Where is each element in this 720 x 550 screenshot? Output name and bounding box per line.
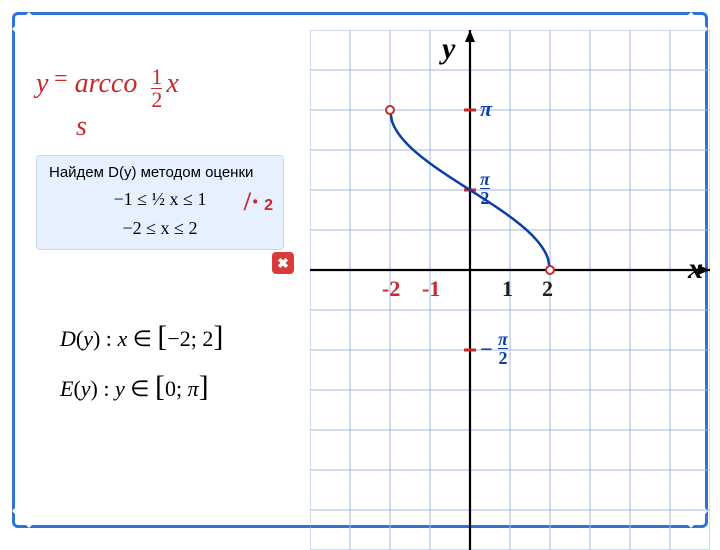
callout-ineq2: −2 ≤ x ≤ 2 xyxy=(123,218,198,238)
y-tick-label: − π2 xyxy=(480,330,508,367)
formula-frac-den: 2 xyxy=(151,88,162,111)
x-tick-label: -2 xyxy=(382,276,400,302)
y-tick-label: π xyxy=(480,96,492,122)
callout-annot-value: 2 xyxy=(264,197,273,214)
close-button[interactable]: ✖ xyxy=(272,252,294,274)
x-tick-label: 1 xyxy=(502,276,513,302)
x-axis-label: x xyxy=(688,252,703,286)
domain-expression: D(y) : x ∈ [−2; 2] xyxy=(60,320,223,354)
callout-ineq1: −1 ≤ ½ x ≤ 1 xyxy=(114,189,207,209)
callout-box: Найдем D(y) методом оценки −1 ≤ ½ x ≤ 1 … xyxy=(36,155,284,250)
formula-func2: s xyxy=(36,111,87,142)
close-icon: ✖ xyxy=(277,255,289,271)
y-tick-label: π2 xyxy=(480,170,490,207)
frame-corner xyxy=(12,12,46,46)
formula-arg: x xyxy=(166,68,178,99)
formula-frac-num: 1 xyxy=(151,66,162,88)
formula-func: аrcco xyxy=(75,68,138,99)
x-tick-label: 2 xyxy=(542,276,553,302)
formula-lhs: y xyxy=(36,68,48,99)
y-axis-label: y xyxy=(442,32,455,66)
range-expression: E(y) : y ∈ [0; π] xyxy=(60,370,209,404)
frame-corner xyxy=(12,494,46,528)
x-tick-label: -1 xyxy=(422,276,440,302)
callout-title: Найдем D(y) методом оценки xyxy=(49,164,271,181)
main-formula: y = аrcco 1 2 x s xyxy=(36,66,179,143)
callout-annot-symbol: /· xyxy=(244,187,260,216)
